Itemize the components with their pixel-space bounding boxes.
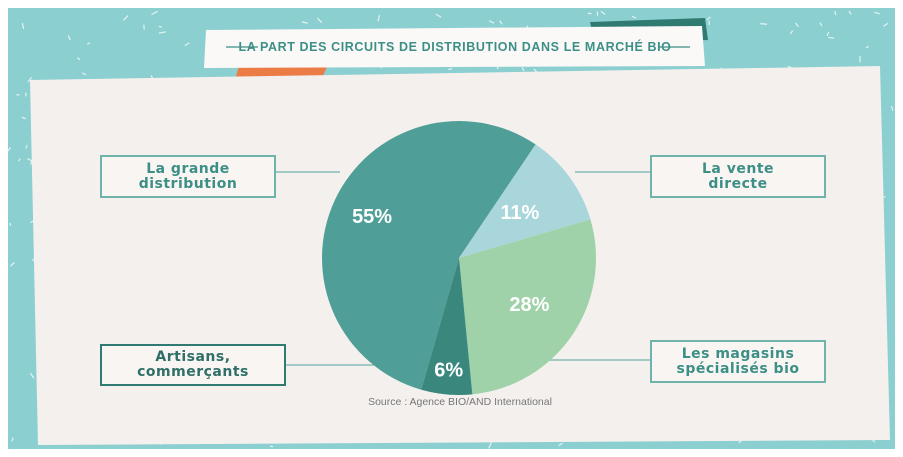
speckle [488,20,495,24]
speckle [377,14,381,22]
speckle [848,10,852,15]
speckle [760,23,768,25]
speckle [67,35,71,41]
speckle [184,42,190,47]
speckle [448,67,453,71]
pie-slice [321,120,536,390]
speckle [151,10,158,16]
speckle [301,21,308,24]
speckle [521,67,525,72]
connectors [275,171,652,366]
speckle [790,30,794,35]
speckle [834,10,837,16]
value-label: 11% [500,202,539,224]
speckle [499,20,503,25]
speckle [706,16,711,21]
speckle [81,72,87,76]
category-label: La grande distribution [100,155,276,198]
speckle [11,437,14,442]
speckle [435,13,442,18]
source: Source : Agence BIO/AND International [368,396,552,408]
speckle [891,105,894,111]
speckle [874,11,880,15]
speckle [631,15,637,19]
speckle [17,158,21,162]
value-label: 28% [509,294,549,316]
speckle [123,15,129,21]
speckle [86,42,91,45]
chart-title: LA PART DES CIRCUITS DE DISTRIBUTION DAN… [238,40,672,54]
speckle [819,22,823,27]
speckle [29,372,35,379]
speckle [600,10,606,16]
category-label: Artisans, commerçants [100,344,286,386]
speckle [872,439,876,443]
speckle [7,147,11,152]
category-label: La vente directe [650,155,826,198]
speckle [794,22,799,28]
title-banner [204,26,705,68]
speckle [158,25,163,28]
pie-slice [459,144,591,258]
pie: 55% 11% 28% 6% [321,120,596,396]
speckle [828,36,835,39]
value-label: 6% [434,360,463,382]
speckle [27,77,33,83]
speckle [21,22,25,30]
speckle [25,145,28,149]
speckle [865,45,869,49]
speckle [9,261,15,267]
speckle [76,57,81,61]
category-label: Les magasins spécialisés bio [650,340,826,383]
value-label: 55% [352,206,392,228]
speckle [826,31,830,36]
speckle [488,442,492,449]
speckle [883,22,889,27]
pie-slice [421,258,473,396]
speckle [558,442,563,447]
speckle [21,116,27,120]
speckle [316,17,323,24]
speckle [158,31,166,34]
speckle [27,158,33,162]
pie-slice [459,219,596,395]
